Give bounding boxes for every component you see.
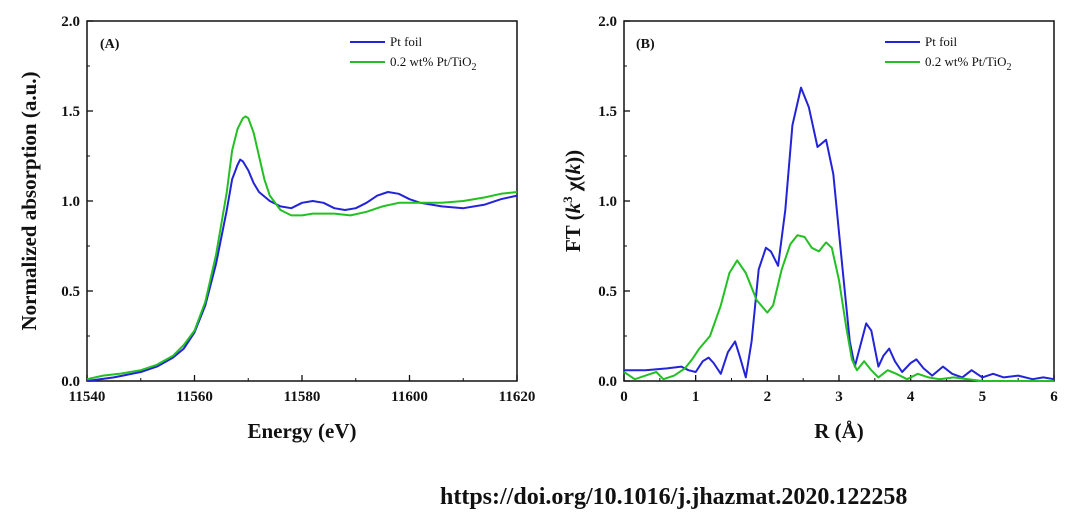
panel-a-legend: Pt foil 0.2 wt% Pt/TiO2 <box>350 34 477 73</box>
panel-b-x-tick-label: 1 <box>692 389 700 405</box>
panel-b-plot-frame <box>623 20 1055 382</box>
panel-a-y-tick-label: 2.0 <box>61 14 80 30</box>
panel-a-x-tick-label: 11620 <box>499 389 536 405</box>
panel-b-label: (B) <box>636 37 655 52</box>
panel-a-x-axis-label: Energy (eV) <box>247 419 356 443</box>
panel-b: (B) 0 1 2 3 4 5 6 0.0 0.5 1.0 1.5 2.0 R (Å) FT (k3 … <box>560 14 1058 443</box>
panel-a-x-tick-label: 11560 <box>176 389 213 405</box>
panel-a-legend-label-pt-tio2: 0.2 wt% Pt/TiO2 <box>390 54 477 73</box>
panel-a-ticks: 11540 11560 11580 11600 11620 0.0 0.5 1.0 1.5 2.0 <box>61 14 535 405</box>
panel-a-y-tick-label: 0.0 <box>61 374 80 390</box>
panel-b-y-tick-label: 0.0 <box>598 374 617 390</box>
panel-a-legend-label-pt-foil: Pt foil <box>390 34 423 49</box>
panel-b-y-tick-label: 2.0 <box>598 14 617 30</box>
doi-link-text: https://doi.org/10.1016/j.jhazmat.2020.1… <box>440 484 908 510</box>
panel-b-x-tick-label: 4 <box>907 389 915 405</box>
panel-a-y-tick-label: 0.5 <box>61 284 80 300</box>
panel-a-x-tick-label: 11600 <box>391 389 428 405</box>
panel-b-x-axis-label: R (Å) <box>814 419 864 443</box>
panel-b-x-tick-label: 0 <box>620 389 628 405</box>
panel-b-y-tick-label: 0.5 <box>598 284 617 300</box>
panel-b-y-tick-label: 1.5 <box>598 104 617 120</box>
panel-b-y-axis-label: FT (k3 χ(k)) <box>560 150 585 252</box>
panel-b-legend: Pt foil 0.2 wt% Pt/TiO2 <box>885 34 1012 73</box>
panel-b-x-tick-label: 6 <box>1050 389 1058 405</box>
panel-b-x-tick-label: 3 <box>835 389 843 405</box>
panel-b-legend-label-pt-foil: Pt foil <box>925 34 958 49</box>
panel-a-y-tick-label: 1.5 <box>61 104 80 120</box>
panel-b-lines <box>623 86 1055 382</box>
panel-b-legend-label-pt-tio2: 0.2 wt% Pt/TiO2 <box>925 54 1012 73</box>
panel-b-x-tick-label: 5 <box>979 389 987 405</box>
panel-a-lines <box>86 115 518 382</box>
panel-a-series-line-pt-foil <box>86 158 518 382</box>
panel-b-series-line-pt-foil <box>624 86 1055 381</box>
panel-a-label: (A) <box>100 37 120 52</box>
panel-a: (A) 11540 11560 11580 11600 11620 0.0 0.5 1.0 1.… <box>17 14 535 443</box>
panel-b-series-line-pt-tio2 <box>623 234 1054 382</box>
panel-a-y-axis-label: Normalized absorption (a.u.) <box>17 72 41 331</box>
panel-a-x-tick-label: 11540 <box>69 389 106 405</box>
panel-a-y-tick-label: 1.0 <box>61 194 80 210</box>
panel-b-ticks: 0 1 2 3 4 5 6 0.0 0.5 1.0 1.5 2.0 <box>598 14 1058 405</box>
panel-b-x-tick-label: 2 <box>764 389 772 405</box>
panel-b-y-tick-label: 1.0 <box>598 194 617 210</box>
panel-a-x-tick-label: 11580 <box>284 389 321 405</box>
panel-a-series-line-pt-tio2 <box>86 115 518 381</box>
